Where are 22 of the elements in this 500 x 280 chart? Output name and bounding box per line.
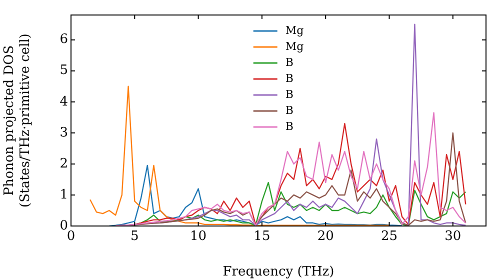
- x-tick-label: 15: [254, 229, 270, 244]
- x-tick-label: 30: [444, 229, 462, 244]
- x-tick-label: 10: [190, 229, 207, 244]
- y-tick-label: 2: [60, 156, 68, 172]
- legend-label: Mg: [285, 24, 304, 37]
- legend-label: B: [285, 104, 294, 117]
- y-tick-label: 3: [60, 125, 68, 140]
- y-axis-title: Phonon projected DOS (States/THz·primitive cell): [2, 33, 33, 208]
- x-tick-label: 20: [317, 229, 334, 244]
- legend-label: Mg: [285, 40, 304, 53]
- x-axis-title: Frequency (THz): [222, 264, 334, 280]
- y-tick-label: 5: [60, 63, 68, 78]
- x-tick-label: 5: [130, 229, 139, 244]
- legend-label: B: [285, 56, 294, 69]
- legend-label: B: [285, 88, 294, 101]
- y-tick-label: 6: [60, 32, 68, 48]
- y-tick-label: 0: [60, 218, 68, 234]
- legend-label: B: [285, 120, 294, 133]
- x-tick-label: 25: [380, 229, 398, 244]
- y-tick-label: 4: [60, 94, 68, 110]
- legend-label: B: [285, 72, 294, 85]
- y-tick-label: 1: [60, 187, 68, 202]
